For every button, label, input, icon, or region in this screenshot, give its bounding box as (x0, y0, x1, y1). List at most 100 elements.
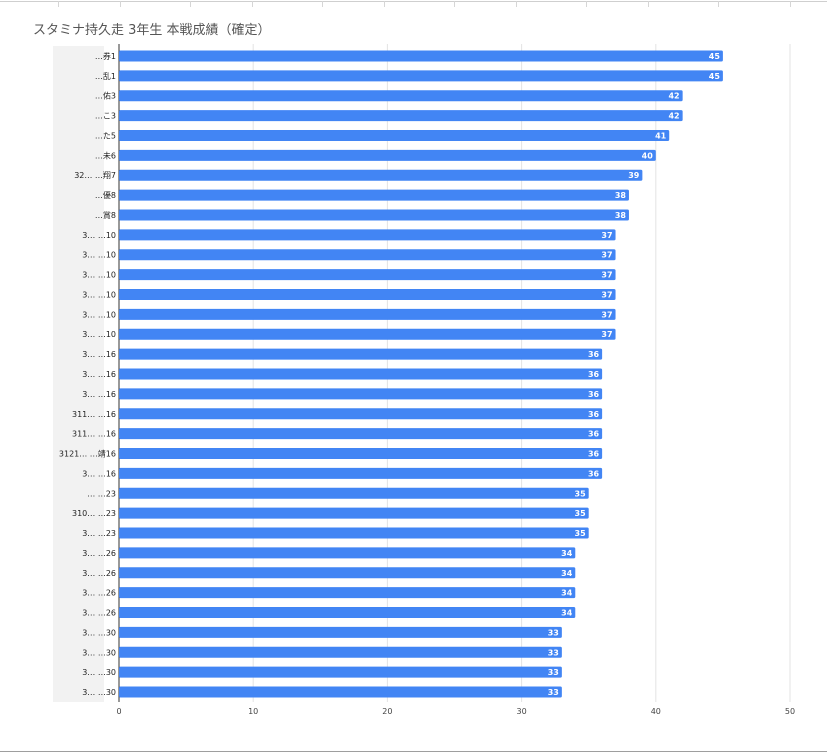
top-ruler (0, 1, 827, 7)
bar (119, 269, 616, 281)
bar (119, 50, 723, 62)
data-label: 37 (601, 231, 612, 240)
category-label: 3… …10 (82, 251, 116, 260)
bar (119, 129, 670, 141)
bar (119, 308, 616, 320)
data-label: 33 (548, 668, 559, 677)
category-label: 311… …16 (72, 410, 116, 419)
data-label: 33 (548, 648, 559, 657)
category-label: …た5 (95, 131, 116, 140)
bar (119, 507, 589, 519)
x-tick-label: 40 (651, 707, 661, 716)
x-tick-label: 20 (382, 707, 392, 716)
category-label: 3… …26 (82, 569, 116, 578)
category-label: 3… …30 (82, 688, 116, 697)
data-label: 37 (601, 290, 612, 299)
category-label: 3… …30 (82, 648, 116, 657)
data-label: 36 (588, 370, 600, 379)
category-label: 3… …23 (82, 529, 116, 538)
x-tick-label: 30 (517, 707, 527, 716)
data-label: 45 (709, 52, 721, 61)
bar (119, 448, 603, 460)
bar (119, 428, 603, 440)
category-label: …未6 (95, 150, 116, 160)
chart-title: スタミナ持久走 3年生 本戦成績（確定） (33, 23, 271, 38)
bar (119, 686, 562, 698)
bar (119, 567, 576, 579)
bar (119, 626, 562, 638)
bar (119, 547, 576, 559)
category-label: 311… …16 (72, 430, 116, 439)
category-label: 3… …26 (82, 589, 116, 598)
bar (119, 388, 603, 400)
category-label: …佑3 (95, 91, 116, 101)
bar (119, 70, 723, 82)
category-label: 3… …26 (82, 609, 116, 618)
bottom-divider (0, 751, 827, 752)
data-label: 42 (668, 92, 679, 101)
bar (119, 467, 603, 479)
data-label: 36 (588, 430, 600, 439)
data-label: 34 (561, 549, 573, 558)
data-label: 34 (561, 589, 573, 598)
data-label: 33 (548, 688, 559, 697)
bar (119, 90, 683, 102)
data-label: 37 (601, 251, 612, 260)
data-label: 36 (588, 450, 600, 459)
x-tick-label: 0 (116, 707, 121, 716)
bar (119, 348, 603, 360)
data-label: 40 (642, 151, 654, 160)
category-label: … …23 (87, 489, 116, 498)
top-divider (0, 1, 827, 2)
data-label: 36 (588, 410, 600, 419)
data-label: 41 (655, 131, 667, 140)
category-label: 310… …23 (72, 509, 116, 518)
category-label: …乱1 (95, 71, 116, 81)
bar (119, 189, 629, 201)
bar (119, 408, 603, 420)
bar (119, 209, 629, 221)
category-label: 3… …10 (82, 231, 116, 240)
data-label: 35 (575, 489, 587, 498)
category-label: …券1 (95, 51, 116, 61)
bar (119, 666, 562, 678)
x-tick-label: 10 (248, 707, 258, 716)
bar (119, 328, 616, 340)
data-label: 37 (601, 271, 612, 280)
category-label: 32… …翔7 (74, 170, 116, 180)
data-label: 36 (588, 350, 600, 359)
data-label: 34 (561, 609, 573, 618)
category-label: …優8 (95, 190, 116, 200)
data-label: 37 (601, 310, 612, 319)
bar (119, 169, 643, 181)
category-label: 3… …16 (82, 350, 116, 359)
data-label: 38 (615, 191, 627, 200)
data-label: 35 (575, 509, 587, 518)
data-label: 35 (575, 529, 587, 538)
bar (119, 646, 562, 658)
category-label: 3… …10 (82, 310, 116, 319)
bar (119, 229, 616, 241)
bar (119, 288, 616, 300)
bar (119, 487, 589, 499)
category-label: 3… …10 (82, 271, 116, 280)
data-label: 36 (588, 469, 600, 478)
data-label: 33 (548, 628, 559, 637)
data-label: 36 (588, 390, 600, 399)
category-label: …こ3 (95, 112, 116, 121)
category-label: 3… …16 (82, 469, 116, 478)
data-label: 37 (601, 330, 612, 339)
category-label: 3121… …靖16 (59, 449, 116, 459)
bar (119, 110, 683, 122)
category-label-area (53, 46, 104, 702)
bar (119, 587, 576, 599)
data-label: 39 (628, 171, 640, 180)
category-label: 3… …26 (82, 549, 116, 558)
category-label: 3… …30 (82, 628, 116, 637)
bar (119, 149, 656, 161)
category-label: 3… …30 (82, 668, 116, 677)
data-label: 34 (561, 569, 573, 578)
category-label: 3… …16 (82, 370, 116, 379)
